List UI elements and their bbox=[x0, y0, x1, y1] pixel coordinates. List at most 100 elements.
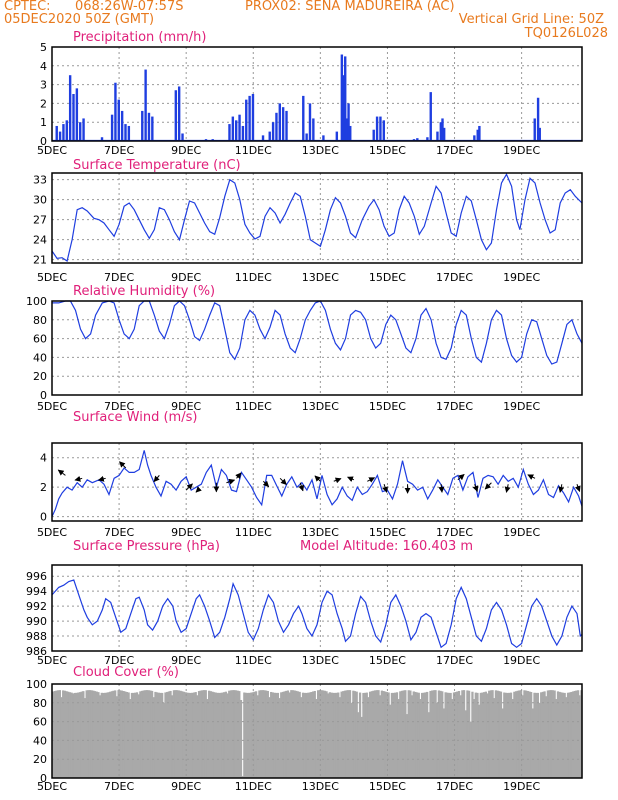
cloud-bar bbox=[533, 692, 536, 778]
wind-arrow bbox=[457, 474, 465, 481]
cloud-bar bbox=[576, 690, 580, 778]
cloud-bar bbox=[221, 692, 224, 778]
cloud-bar bbox=[238, 691, 241, 778]
panel-bar-0: 0 1 2 3 4 5 5DEC 7DEC 9DEC 11DEC 13DEC 15DEC 17DEC 19… bbox=[37, 30, 583, 157]
cloud-bar bbox=[424, 692, 427, 778]
cloud-bar bbox=[526, 691, 529, 778]
precip-bar bbox=[416, 138, 419, 141]
cloud-bar bbox=[481, 692, 484, 778]
y-tick-label: 990 bbox=[26, 615, 47, 628]
cloud-bar bbox=[370, 691, 373, 778]
y-tick-label: 100 bbox=[26, 295, 47, 308]
series-line bbox=[51, 450, 583, 517]
precip-bar bbox=[344, 56, 347, 141]
cloud-bar bbox=[420, 692, 424, 778]
x-tick-label: 15DEC bbox=[369, 654, 406, 667]
cloud-bar bbox=[444, 692, 447, 778]
cloud-bar bbox=[540, 692, 543, 778]
cloud-bar bbox=[273, 692, 276, 778]
cloud-bar bbox=[484, 691, 487, 778]
x-tick-label: 9DEC bbox=[171, 526, 201, 539]
cloud-bar bbox=[254, 691, 258, 778]
precip-bar bbox=[248, 95, 251, 141]
cloud-bar bbox=[120, 690, 124, 778]
cloud-bar bbox=[189, 692, 192, 778]
cloud-bar bbox=[459, 695, 462, 778]
cloud-bar bbox=[456, 691, 459, 778]
x-tick-label: 13DEC bbox=[302, 271, 339, 284]
header-grid-note: Vertical Grid Line: 50Z bbox=[458, 12, 604, 27]
cloud-bar bbox=[159, 692, 162, 778]
cloud-bar bbox=[53, 691, 56, 778]
y-tick-label: 100 bbox=[26, 678, 47, 691]
cloud-bar bbox=[130, 692, 134, 778]
cloud-bar bbox=[367, 697, 370, 778]
cloud-bar bbox=[493, 698, 496, 778]
cloud-bar bbox=[62, 690, 65, 778]
x-tick-label: 5DEC bbox=[37, 271, 67, 284]
panel-title: Surface Wind (m/s) bbox=[73, 410, 197, 425]
panel-title: Cloud Cover (%) bbox=[73, 665, 179, 680]
x-tick-label: 17DEC bbox=[436, 144, 473, 157]
cloud-bar bbox=[535, 692, 538, 778]
cloud-bar bbox=[149, 690, 152, 778]
panel-line-2: 0 20 40 60 80 100 5DEC 7DEC 9DEC 11DEC 13DEC 15DEC 1… bbox=[26, 284, 583, 413]
cloud-bar bbox=[566, 692, 570, 778]
cloud-bar bbox=[357, 712, 360, 778]
cloud-bar bbox=[530, 692, 533, 778]
x-tick-label: 9DEC bbox=[171, 400, 201, 413]
cloud-bar bbox=[365, 692, 368, 778]
precip-bar bbox=[151, 116, 154, 141]
cloud-bar bbox=[179, 690, 182, 778]
panel-area-5: 0 20 40 60 80 100 5DEC 7DEC 9DEC 11DEC 13DEC 15DEC 1… bbox=[26, 665, 583, 793]
cloud-bar bbox=[119, 690, 122, 778]
cloud-bar bbox=[509, 692, 513, 778]
cloud-bar bbox=[233, 690, 236, 778]
cloud-bar bbox=[197, 691, 201, 778]
cloud-bar bbox=[501, 708, 504, 778]
cloud-bar bbox=[75, 692, 78, 778]
panel-frame bbox=[51, 442, 583, 522]
cloud-bar bbox=[523, 690, 526, 778]
cloud-bar bbox=[310, 691, 313, 778]
cloud-bar bbox=[169, 690, 172, 778]
panel-frame bbox=[51, 683, 583, 779]
precip-bar bbox=[308, 103, 312, 141]
cloud-bar bbox=[422, 692, 425, 778]
precip-bar bbox=[536, 97, 540, 141]
wind-arrow bbox=[504, 484, 511, 493]
cloud-bar bbox=[446, 692, 449, 778]
y-tick-label: 3 bbox=[40, 79, 47, 92]
precip-bar bbox=[379, 116, 382, 141]
cloud-bar bbox=[315, 699, 318, 778]
cloud-bar bbox=[385, 692, 389, 778]
cloud-bar bbox=[474, 692, 477, 778]
cloud-bar bbox=[270, 691, 273, 778]
cloud-bar bbox=[363, 692, 367, 778]
precip-bar bbox=[147, 112, 151, 141]
cloud-bar bbox=[115, 696, 119, 778]
cloud-bar bbox=[528, 691, 531, 778]
cloud-bar bbox=[211, 691, 214, 778]
x-tick-label: 11DEC bbox=[235, 780, 272, 793]
cloud-bar bbox=[323, 690, 326, 778]
cloud-bar bbox=[335, 692, 338, 778]
cloud-bar bbox=[132, 692, 135, 778]
x-tick-label: 17DEC bbox=[436, 654, 473, 667]
cloud-bar bbox=[313, 690, 316, 778]
cloud-bar bbox=[404, 690, 407, 778]
cloud-bar bbox=[327, 693, 330, 778]
cloud-bar bbox=[565, 697, 568, 778]
cloud-bar bbox=[441, 691, 444, 778]
cloud-bar bbox=[380, 690, 384, 778]
wind-arrow bbox=[185, 483, 193, 491]
cloud-bar bbox=[129, 699, 132, 778]
y-tick-label: 996 bbox=[26, 570, 47, 583]
header-coordinates: 068:26W-07:57S bbox=[75, 0, 184, 14]
precip-bar bbox=[439, 122, 443, 141]
cloud-bar bbox=[265, 690, 268, 778]
cloud-bar bbox=[372, 690, 375, 778]
cloud-bar bbox=[100, 692, 103, 778]
precip-bar bbox=[473, 135, 476, 141]
cloud-bar bbox=[390, 692, 394, 778]
